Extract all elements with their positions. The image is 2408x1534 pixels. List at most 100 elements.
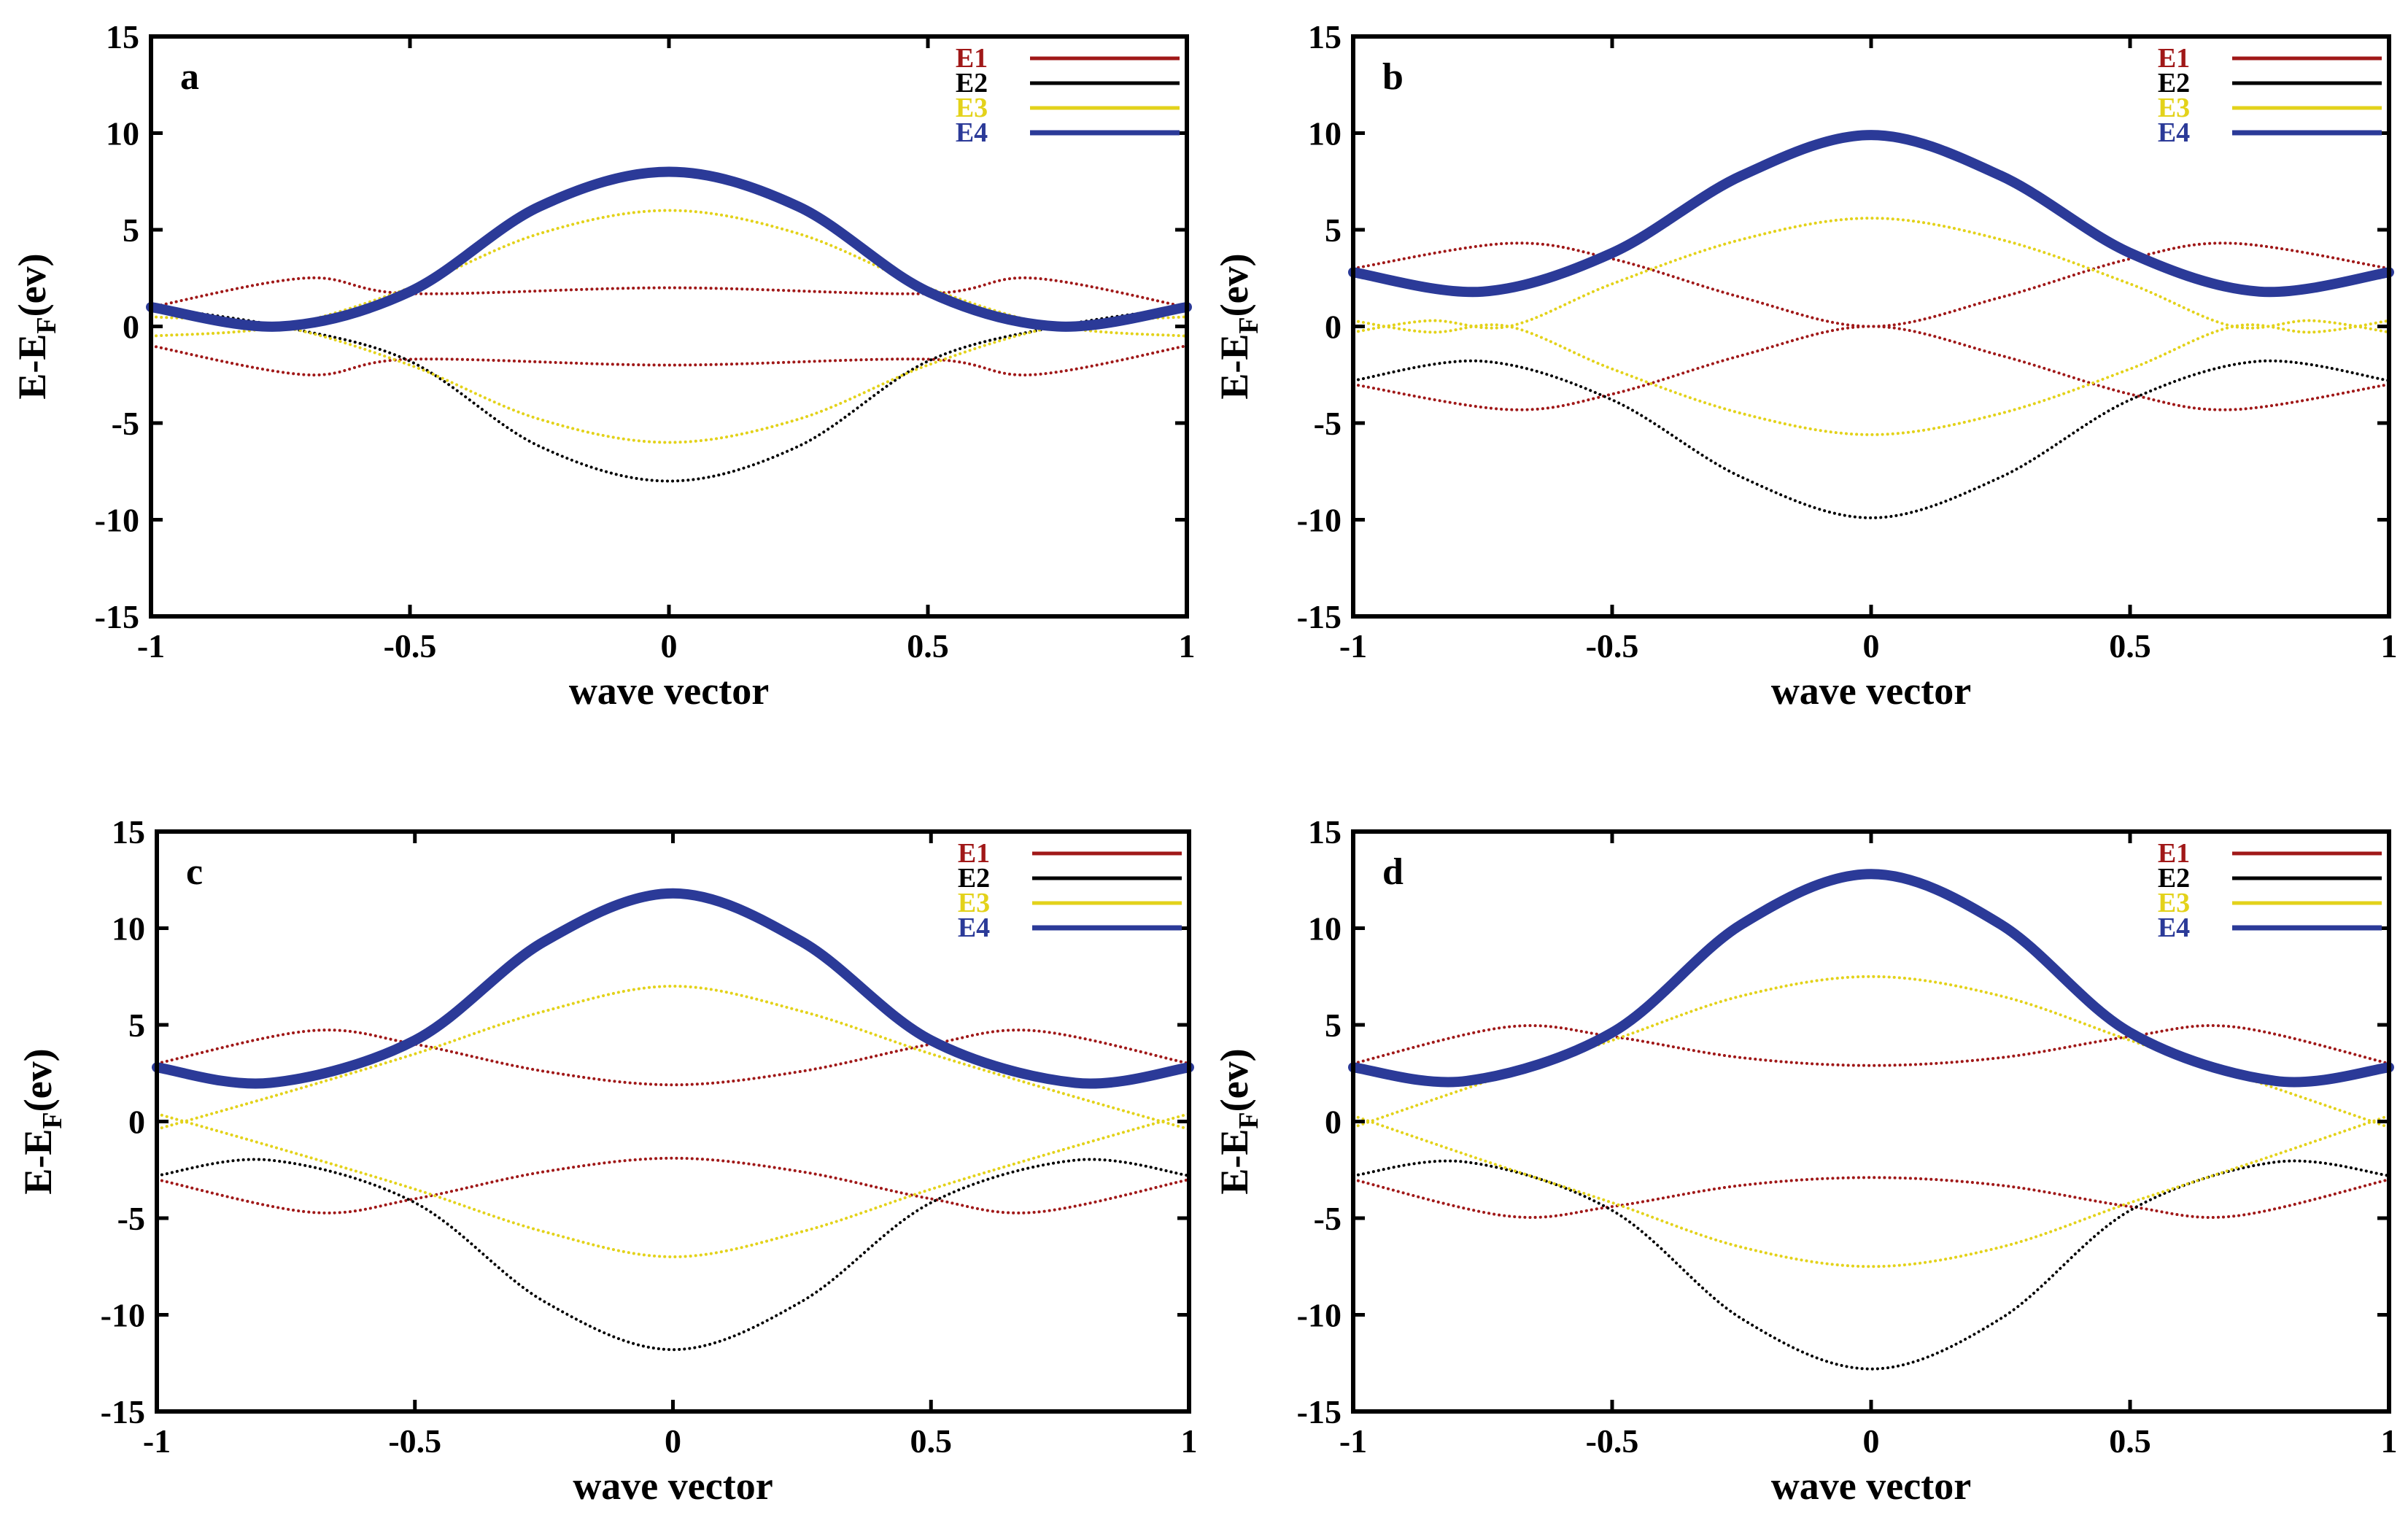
- x-tick-label: 0.5: [910, 1422, 953, 1460]
- x-tick-label: -0.5: [1586, 1422, 1639, 1460]
- y-tick-label: 15: [1308, 813, 1342, 851]
- y-tick-label: -5: [1314, 405, 1342, 442]
- x-tick-label: -1: [1339, 627, 1367, 665]
- series-e3-curve: [155, 1112, 1191, 1259]
- y-tick-label: 5: [128, 1007, 145, 1044]
- y-axis-title: E-EF(ev): [1212, 1048, 1264, 1194]
- x-tick-label: 0: [661, 627, 678, 665]
- y-axis-title-unit: (ev): [16, 1048, 60, 1112]
- y-tick-label: -5: [112, 405, 139, 442]
- y-tick-label: -10: [1297, 502, 1342, 539]
- y-tick-label: 10: [112, 910, 145, 948]
- x-tick-label: -0.5: [1586, 627, 1639, 665]
- x-tick-label: -1: [143, 1422, 171, 1460]
- series-e3-curve: [1352, 975, 2390, 1129]
- y-tick-label: -10: [95, 502, 139, 539]
- plot-frame: [155, 829, 1191, 1414]
- legend-label-e4: E4: [2158, 117, 2190, 148]
- x-tick-label: 0.5: [2109, 1422, 2151, 1460]
- legend-label-e2: E2: [2158, 68, 2190, 98]
- series-e1-curve: [1352, 241, 2390, 328]
- y-tick-label: 10: [1308, 910, 1342, 948]
- y-axis-title-subscript: F: [1234, 317, 1264, 333]
- series-e3-curve: [150, 209, 1188, 338]
- x-tick-label: -0.5: [384, 627, 437, 665]
- y-axis-title-subscript: F: [31, 317, 62, 333]
- plot-frame: [1351, 34, 2391, 619]
- panel-label: b: [1382, 56, 1404, 98]
- legend-label-e4: E4: [2158, 913, 2190, 943]
- series-e1-curve: [150, 344, 1188, 377]
- legend-label-e4: E4: [956, 117, 988, 148]
- series-e1-curve: [155, 1029, 1191, 1087]
- y-tick-label: -10: [101, 1297, 145, 1334]
- y-axis-title-unit: (ev): [1212, 253, 1256, 317]
- legend-label-e1: E1: [2158, 43, 2190, 74]
- x-tick-label: 0: [1863, 1422, 1880, 1460]
- x-axis-title: wave vector: [1771, 1464, 1971, 1508]
- legend-label-e2: E2: [958, 863, 990, 894]
- y-tick-label: -5: [117, 1200, 145, 1237]
- y-tick-label: 15: [1308, 18, 1342, 55]
- panel-label: a: [180, 56, 199, 98]
- series-e3-curve: [1352, 319, 2390, 436]
- y-tick-label: 0: [123, 309, 139, 346]
- legend-label-e3: E3: [958, 888, 990, 918]
- y-tick-label: 0: [1325, 1104, 1342, 1141]
- series-e4-curve: [1348, 130, 2394, 298]
- y-tick-label: -15: [1297, 1393, 1342, 1430]
- x-tick-label: -1: [137, 627, 165, 665]
- series-e4-curve: [152, 888, 1194, 1089]
- x-tick-label: 0: [665, 1422, 681, 1460]
- legend-label-e1: E1: [958, 838, 990, 869]
- y-axis-title-main: E-E: [16, 1129, 60, 1195]
- y-tick-label: -15: [1297, 598, 1342, 635]
- y-axis-title-main: E-E: [10, 334, 54, 400]
- y-axis-title: E-EF(ev): [16, 1048, 68, 1194]
- legend-label-e1: E1: [956, 43, 988, 74]
- x-tick-label: 1: [1181, 1422, 1198, 1460]
- y-tick-label: 5: [1325, 212, 1342, 249]
- x-axis-title: wave vector: [573, 1464, 773, 1508]
- series-e1-curve: [1352, 325, 2390, 411]
- y-axis-title: E-EF(ev): [1212, 253, 1264, 399]
- y-axis-title-subscript: F: [37, 1112, 68, 1128]
- legend-label-e2: E2: [956, 68, 988, 98]
- plot-frame: [1351, 829, 2391, 1414]
- series-e3-curve: [155, 984, 1191, 1131]
- x-axis-title: wave vector: [1771, 669, 1971, 713]
- legend-label-e3: E3: [2158, 888, 2190, 918]
- legend-label-e4: E4: [958, 913, 990, 943]
- y-tick-label: 5: [1325, 1007, 1342, 1044]
- panel-label: c: [186, 851, 203, 893]
- x-tick-label: 0.5: [2109, 627, 2151, 665]
- y-tick-label: -5: [1314, 1200, 1342, 1237]
- legend-label-e2: E2: [2158, 863, 2190, 894]
- series-e3-curve: [1352, 217, 2390, 334]
- y-tick-label: 10: [106, 115, 139, 152]
- x-tick-label: 1: [1179, 627, 1196, 665]
- series-e4-curve: [1348, 869, 2394, 1088]
- series-e2-curve: [1352, 359, 2390, 519]
- x-tick-label: 0: [1863, 627, 1880, 665]
- y-axis-title-unit: (ev): [10, 253, 54, 317]
- panel-label: d: [1382, 851, 1404, 893]
- x-tick-label: 1: [2381, 627, 2398, 665]
- series-e3-curve: [1352, 1114, 2390, 1268]
- y-tick-label: 5: [123, 212, 139, 249]
- series-e2-curve: [1352, 1159, 2390, 1371]
- y-tick-label: -15: [95, 598, 139, 635]
- x-tick-label: -0.5: [388, 1422, 441, 1460]
- y-axis-title-main: E-E: [1212, 1129, 1256, 1195]
- chart-panel-b: -1 -0.5 0 0.5 1 -15 -10 -5 0 5 10 15 wave vector E-EF…: [1212, 18, 2398, 713]
- x-tick-label: -1: [1339, 1422, 1367, 1460]
- series-e2-curve: [155, 1158, 1191, 1352]
- legend-label-e3: E3: [2158, 93, 2190, 123]
- x-tick-label: 1: [2381, 1422, 2398, 1460]
- x-tick-label: 0.5: [907, 627, 949, 665]
- y-tick-label: 15: [112, 813, 145, 851]
- series-e3-curve: [150, 315, 1188, 444]
